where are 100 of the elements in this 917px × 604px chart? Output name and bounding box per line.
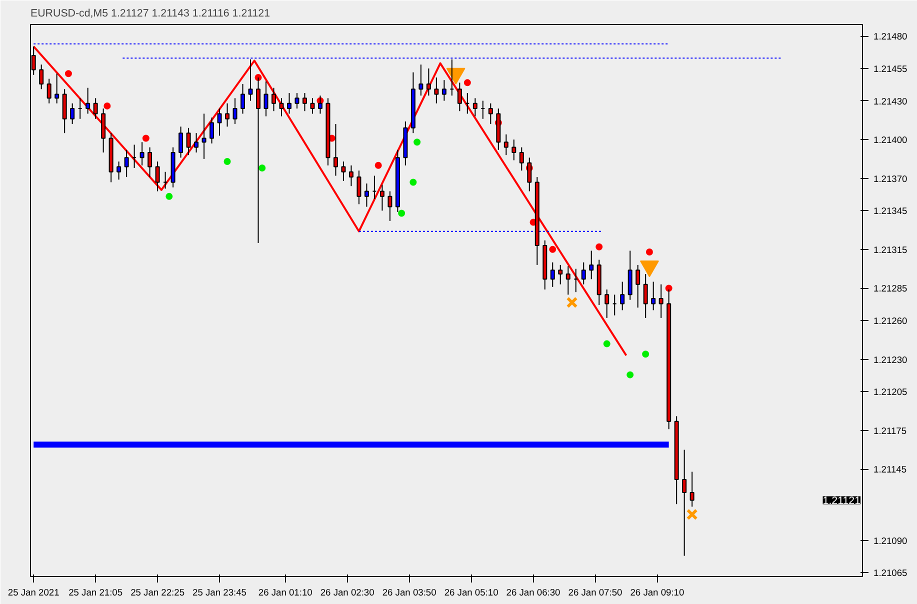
y-tick-label: 1.21370 [874, 174, 908, 184]
y-tick-label: 1.21400 [874, 135, 908, 146]
candlestick [279, 98, 284, 117]
candlestick [318, 95, 322, 114]
y-tick-label: 1.21205 [874, 387, 908, 398]
candlestick [294, 92, 300, 110]
point [166, 192, 173, 200]
point [549, 246, 556, 253]
point [665, 284, 672, 292]
candlestick [232, 98, 238, 125]
point [642, 350, 650, 358]
y-tick-label: 1.21285 [874, 284, 908, 294]
candlestick [310, 98, 315, 114]
candlestick [527, 157, 532, 192]
point [464, 79, 471, 86]
y-tick-label: 1.21430 [874, 96, 908, 106]
chart-title: EURUSD-cd,M5 1.21127 1.21143 1.21116 1.21121 [30, 8, 270, 20]
point [686, 508, 698, 520]
y-tick-label: 1.21345 [874, 206, 908, 216]
candlestick [93, 98, 98, 120]
candlestick [86, 87, 90, 114]
candlestick [504, 134, 508, 156]
candlestick [589, 250, 594, 280]
x-tick-label: 25 Jan 21:05 [68, 588, 123, 598]
candlestick [434, 77, 439, 104]
candlestick [388, 190, 392, 222]
candlestick [519, 146, 524, 172]
y-tick-label: 1.21065 [874, 568, 908, 578]
candlestick [442, 80, 446, 102]
point [374, 162, 382, 169]
y-tick-label: 1.21145 [874, 464, 907, 475]
point [626, 371, 634, 378]
point [64, 70, 72, 78]
candlestick [186, 127, 191, 156]
point [410, 178, 417, 186]
x-tick-label: 25 Jan 22:25 [130, 588, 185, 598]
candlestick [140, 142, 144, 166]
candlestick [658, 284, 664, 318]
candlestick [194, 132, 199, 153]
y-tick-label: 1.21455 [874, 64, 908, 74]
point [646, 248, 653, 256]
candlestick [39, 64, 44, 90]
point [258, 164, 266, 172]
annotation: 1.21121 [822, 495, 861, 508]
candlestick [682, 449, 687, 556]
candlestick [202, 113, 206, 160]
candlestick [148, 146, 152, 178]
x-tick-label: 26 Jan 06:30 [506, 588, 560, 598]
x-tick-label: 25 Jan 23:45 [192, 588, 247, 598]
y-tick-label: 1.21230 [874, 354, 908, 365]
point [104, 102, 111, 110]
point [398, 210, 406, 217]
point [414, 138, 421, 146]
y-tick-label: 1.21260 [874, 316, 908, 326]
candlestick [651, 281, 656, 311]
candlestick [333, 124, 338, 176]
y-tick-label: 1.21315 [874, 244, 908, 255]
candlestick [488, 102, 493, 125]
candlestick [550, 262, 555, 288]
candlestick [217, 108, 222, 136]
point [603, 340, 610, 348]
x-tick-label: 26 Jan 03:50 [382, 588, 436, 598]
y-tick-label: 1.21175 [874, 426, 907, 436]
candlestick [457, 82, 462, 112]
line-series [32, 45, 628, 356]
point [596, 243, 603, 250]
candlestick [225, 102, 230, 128]
candlestick [124, 149, 129, 178]
candlestick [512, 139, 516, 161]
x-tick-label: 25 Jan 2021 [8, 588, 60, 598]
candlestick [155, 161, 160, 192]
candlestick [116, 161, 122, 180]
point [224, 158, 231, 166]
candlestick [210, 117, 214, 144]
x-tick-label: 26 Jan 02:30 [320, 588, 374, 598]
y-tick-label: 1.21480 [874, 32, 908, 42]
candlestick [581, 262, 586, 285]
candlestick [178, 126, 184, 158]
candlestick [302, 92, 307, 112]
candlestick [620, 281, 625, 311]
y-tick-label: 1.21090 [874, 536, 908, 546]
candlestick [46, 78, 52, 104]
x-tick-label: 26 Jan 01:10 [258, 588, 312, 598]
candlestick [558, 264, 563, 285]
candlestick [364, 183, 369, 208]
point [566, 296, 578, 308]
candlestick [54, 73, 60, 104]
candlestick [287, 92, 292, 114]
point [142, 134, 150, 142]
candlestick [636, 264, 640, 308]
candlestick [418, 64, 424, 96]
x-tick-label: 26 Jan 09:10 [630, 588, 684, 598]
candlestick [604, 289, 610, 318]
candlestick [690, 471, 694, 508]
candlestick [341, 161, 346, 182]
candlestick [472, 98, 478, 117]
candlestick [272, 87, 276, 112]
candlestick [380, 184, 384, 212]
candlestick [348, 164, 354, 187]
candlestick [70, 102, 75, 125]
